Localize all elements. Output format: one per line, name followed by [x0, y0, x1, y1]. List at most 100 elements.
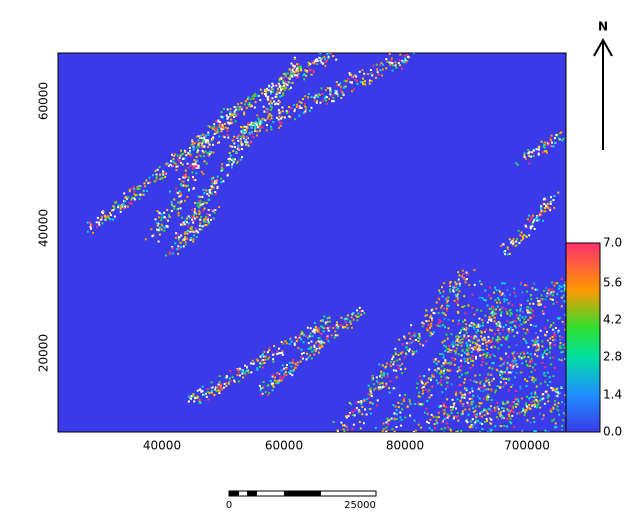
speckle — [429, 334, 432, 337]
speckle — [195, 135, 198, 138]
speckle — [482, 339, 485, 342]
speckle — [507, 378, 510, 381]
speckle — [252, 136, 255, 138]
speckle — [218, 380, 221, 383]
speckle — [113, 206, 116, 209]
speckle — [475, 347, 478, 350]
speckle — [466, 401, 469, 404]
speckle — [332, 55, 335, 57]
speckle — [173, 207, 176, 210]
speckle — [500, 386, 503, 389]
speckle — [531, 225, 534, 228]
speckle — [278, 92, 281, 95]
speckle — [555, 426, 558, 429]
speckle — [176, 248, 179, 251]
speckle — [523, 156, 526, 158]
speckle — [557, 137, 560, 140]
speckle — [179, 223, 182, 226]
speckle — [544, 207, 546, 210]
speckle — [450, 343, 453, 346]
speckle — [424, 431, 427, 432]
speckle — [530, 401, 533, 404]
speckle — [191, 171, 194, 174]
speckle — [326, 87, 329, 90]
speckle — [504, 324, 507, 327]
speckle — [401, 59, 404, 62]
speckle — [313, 344, 316, 347]
speckle — [271, 102, 274, 105]
speckle — [100, 218, 103, 221]
speckle — [537, 402, 540, 405]
speckle — [270, 114, 273, 117]
speckle — [433, 312, 436, 315]
speckle — [532, 314, 535, 317]
speckle — [461, 269, 464, 272]
speckle — [273, 100, 276, 103]
speckle — [471, 364, 474, 367]
speckle — [525, 236, 528, 238]
speckle — [306, 326, 309, 329]
speckle — [508, 371, 511, 374]
speckle — [381, 364, 384, 367]
speckle — [234, 146, 236, 149]
speckle — [250, 130, 253, 133]
speckle — [562, 412, 565, 415]
speckle — [553, 195, 556, 197]
speckle — [496, 301, 498, 304]
speckle — [303, 73, 306, 76]
speckle — [522, 351, 525, 354]
speckle — [291, 374, 294, 377]
speckle — [286, 364, 288, 366]
speckle — [236, 135, 239, 138]
speckle — [239, 158, 242, 161]
speckle — [466, 358, 469, 361]
speckle — [364, 83, 367, 86]
speckle — [444, 405, 446, 408]
speckle — [211, 386, 214, 389]
speckle — [445, 333, 448, 336]
speckle — [221, 163, 224, 166]
speckle — [352, 318, 355, 321]
speckle — [290, 340, 293, 343]
speckle — [291, 68, 294, 71]
speckle — [399, 411, 402, 414]
speckle — [564, 323, 566, 326]
speckle — [459, 330, 462, 333]
speckle — [446, 369, 449, 372]
speckle — [289, 372, 292, 375]
speckle — [270, 125, 273, 128]
speckle — [562, 419, 565, 422]
speckle — [528, 375, 531, 378]
speckle — [206, 141, 209, 144]
speckle — [524, 284, 527, 287]
speckle — [207, 391, 210, 393]
speckle — [510, 410, 513, 413]
speckle — [453, 415, 456, 418]
speckle — [330, 53, 333, 55]
speckle — [183, 174, 186, 176]
speckle — [498, 325, 501, 327]
speckle — [288, 106, 290, 108]
speckle — [516, 309, 518, 312]
speckle — [369, 389, 372, 392]
speckle — [470, 426, 473, 428]
speckle — [562, 137, 565, 140]
speckle — [163, 211, 166, 214]
speckle — [518, 303, 521, 306]
speckle — [212, 217, 215, 220]
speckle — [502, 409, 505, 412]
speckle — [414, 339, 417, 341]
speckle — [454, 350, 457, 353]
speckle — [254, 92, 257, 95]
speckle — [432, 415, 435, 418]
speckle — [334, 325, 337, 328]
speckle — [554, 426, 556, 429]
speckle — [458, 282, 461, 285]
speckle — [194, 202, 197, 204]
speckle — [268, 108, 271, 111]
speckle — [294, 336, 297, 339]
speckle — [559, 338, 561, 341]
speckle — [541, 297, 544, 300]
speckle — [264, 93, 266, 96]
speckle — [138, 197, 141, 200]
